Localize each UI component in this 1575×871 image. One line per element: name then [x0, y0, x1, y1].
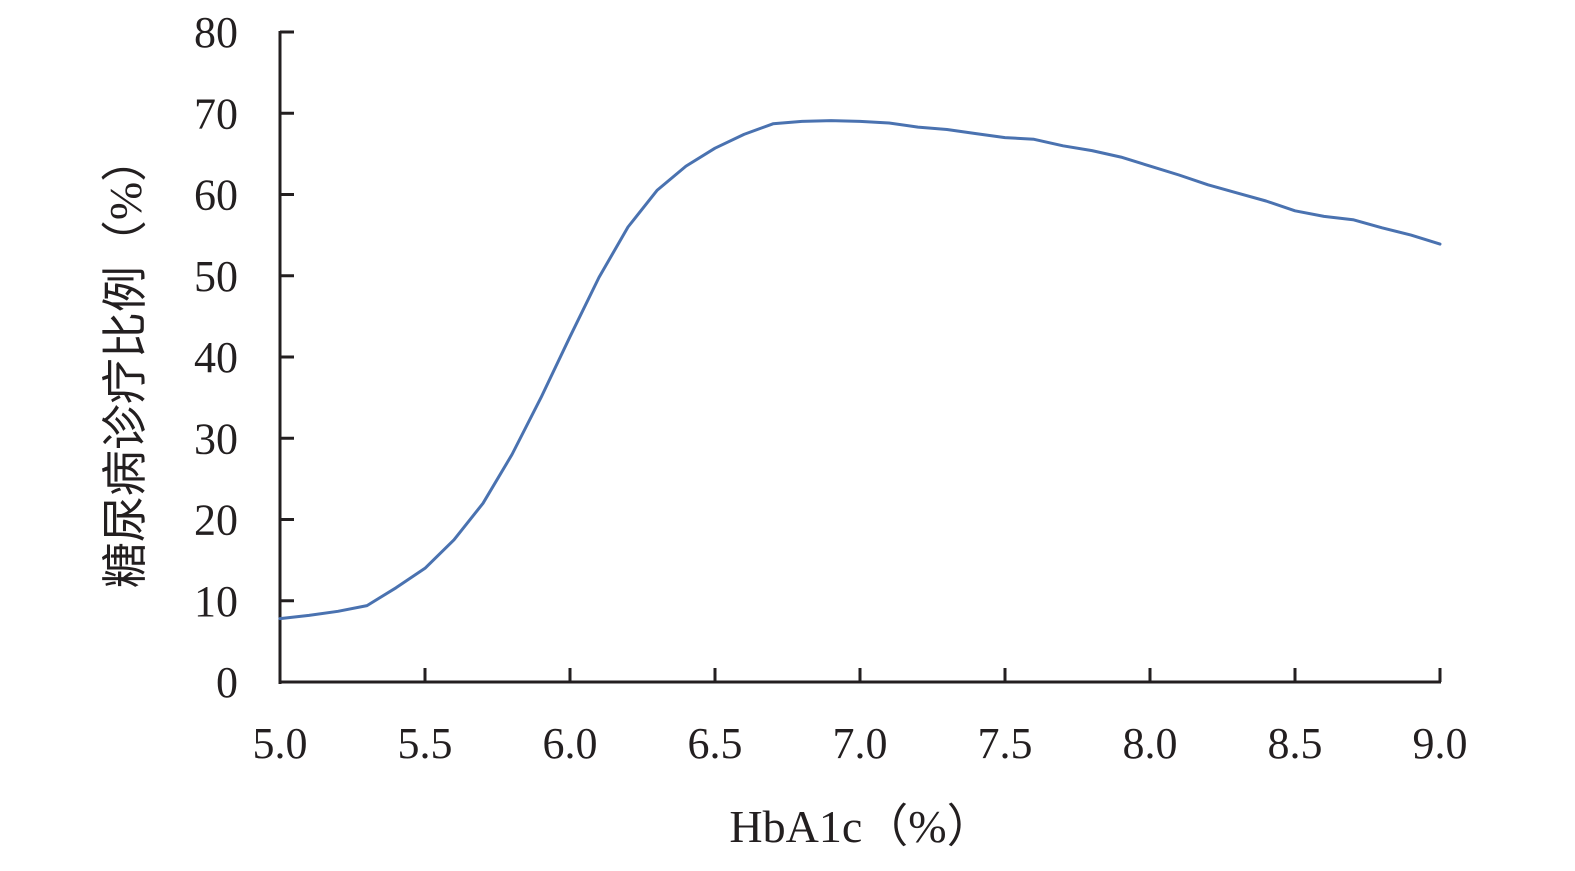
- x-tick-label: 8.5: [1268, 719, 1323, 768]
- y-axis-title: 糖尿病诊疗比例（%）: [100, 136, 151, 588]
- y-tick-label: 20: [194, 496, 238, 545]
- y-tick-label: 40: [194, 333, 238, 382]
- y-tick-label: 50: [194, 252, 238, 301]
- y-tick-label: 0: [216, 658, 238, 707]
- y-tick-label: 60: [194, 171, 238, 220]
- series-layer: [278, 119, 1442, 621]
- x-tick-label: 9.0: [1413, 719, 1468, 768]
- axes: [278, 31, 1441, 684]
- y-tick-label: 10: [194, 577, 238, 626]
- y-tick-label: 70: [194, 89, 238, 138]
- x-axis-title: HbA1c（%）: [729, 801, 992, 852]
- x-tick-label: 6.0: [543, 719, 598, 768]
- y-axis-ticks: 0 10 20 30 40 50 60 70 80: [194, 8, 294, 707]
- x-tick-label: 7.5: [978, 719, 1033, 768]
- x-tick-label: 7.0: [833, 719, 888, 768]
- series-line-0: [278, 119, 1442, 621]
- x-tick-label: 5.0: [253, 719, 308, 768]
- y-tick-label: 30: [194, 414, 238, 463]
- x-tick-label: 6.5: [688, 719, 743, 768]
- y-tick-label: 80: [194, 8, 238, 57]
- x-tick-label: 8.0: [1123, 719, 1178, 768]
- x-tick-label: 5.5: [398, 719, 453, 768]
- x-axis-ticks: 5.0 5.5 6.0 6.5 7.0 7.5 8.0 8.5 9.0: [253, 668, 1468, 768]
